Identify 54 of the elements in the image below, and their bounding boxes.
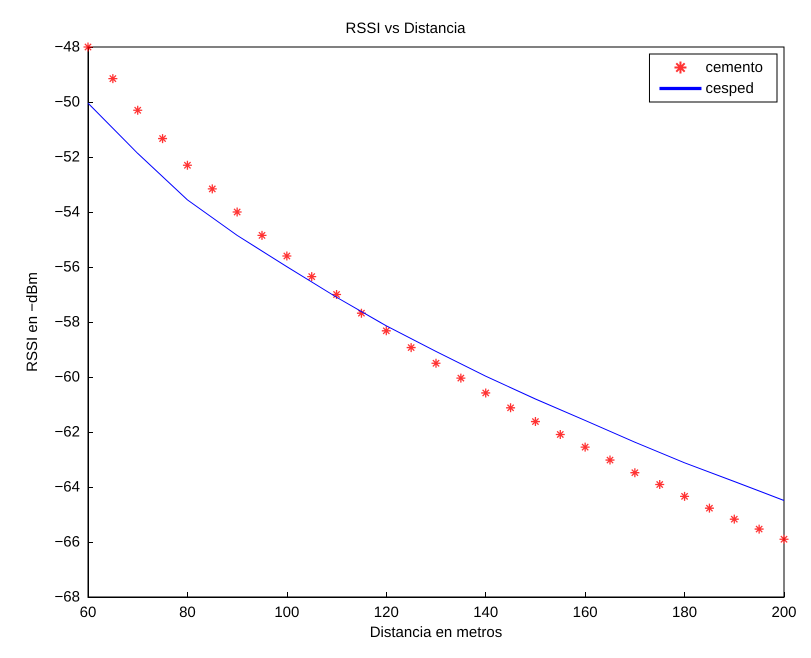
point — [331, 289, 342, 300]
point — [108, 73, 118, 84]
y-tick-label: −58 — [54, 314, 80, 330]
point — [430, 358, 442, 368]
point — [306, 271, 317, 282]
point — [256, 230, 268, 241]
point — [182, 160, 193, 170]
point — [282, 250, 292, 262]
y-tick-label: −64 — [54, 478, 80, 496]
x-tick-label: 80 — [179, 604, 196, 621]
y-axis-title: RSSI en −dBm — [24, 272, 41, 372]
point — [132, 105, 143, 116]
point — [82, 42, 94, 52]
point — [654, 479, 665, 490]
legend-label: cemento — [705, 59, 764, 76]
point — [754, 524, 764, 534]
y-tick-label: −60 — [54, 368, 80, 386]
point — [679, 491, 690, 502]
x-axis-title: Distancia en metros — [370, 624, 502, 641]
legend-label: cesped — [705, 80, 754, 97]
point — [704, 503, 715, 514]
point — [356, 308, 367, 318]
x-tick-label: 120 — [374, 604, 399, 621]
y-tick-label: −54 — [54, 204, 80, 220]
point — [207, 184, 218, 194]
point — [406, 342, 416, 353]
point — [604, 454, 616, 466]
point — [232, 206, 242, 218]
y-tick-label: −68 — [54, 588, 80, 606]
chart-title: RSSI vs Distancia — [345, 20, 466, 37]
line-series — [88, 102, 784, 501]
point — [480, 388, 491, 398]
x-tick-label: 100 — [274, 604, 300, 621]
point — [630, 468, 640, 478]
y-tick-label: −62 — [54, 424, 80, 440]
y-tick-label: −48 — [54, 38, 80, 56]
x-tick-label: 200 — [771, 604, 797, 621]
y-tick-label: −52 — [54, 148, 80, 166]
point — [778, 534, 790, 544]
x-tick-label: 180 — [672, 604, 698, 621]
point — [580, 442, 590, 452]
point — [530, 416, 541, 427]
point — [381, 326, 392, 336]
point — [157, 133, 168, 144]
x-tick-label: 160 — [572, 604, 598, 621]
point — [555, 429, 566, 440]
point — [729, 514, 740, 524]
point — [456, 372, 466, 384]
point — [505, 402, 516, 413]
y-tick-label: −56 — [54, 258, 80, 276]
y-tick-label: −66 — [54, 534, 80, 550]
y-tick-label: −50 — [54, 94, 80, 110]
x-tick-label: 140 — [473, 604, 498, 621]
x-tick-label: 60 — [80, 604, 96, 621]
